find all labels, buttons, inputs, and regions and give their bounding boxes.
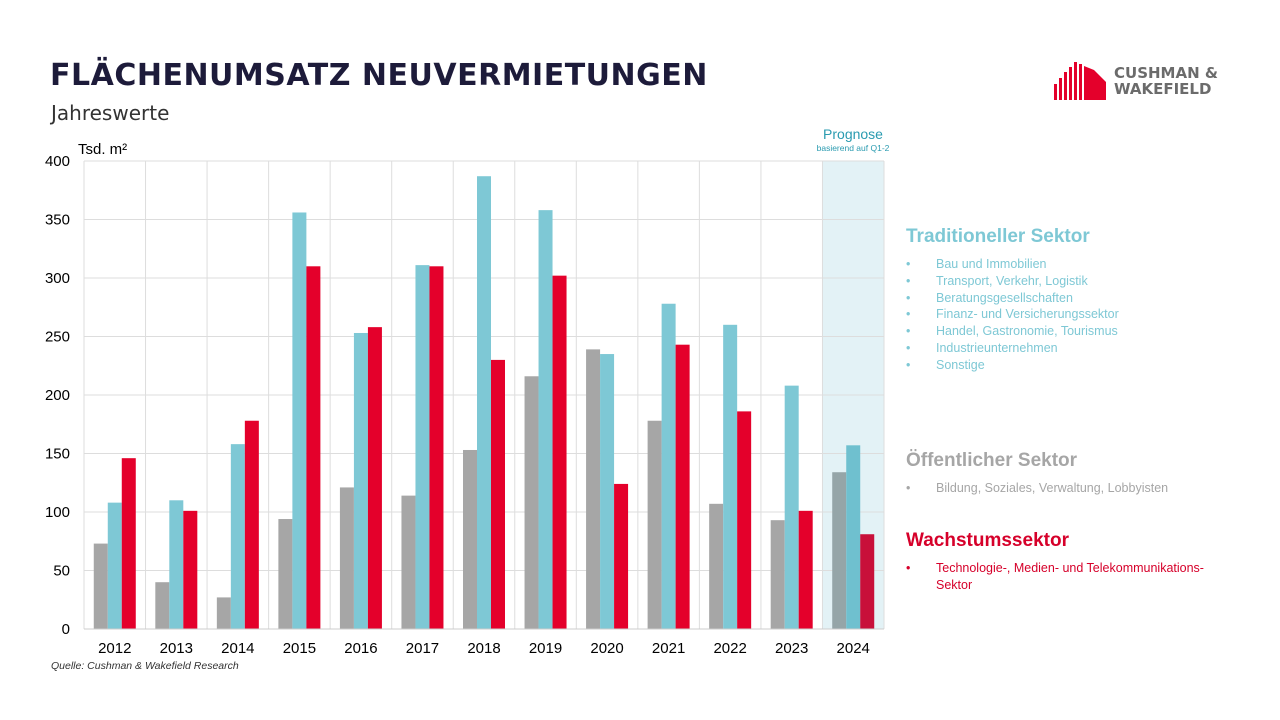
bar-growth <box>306 266 321 629</box>
y-tick-label: 200 <box>45 387 70 404</box>
logo-line-1: CUSHMAN & <box>1114 64 1218 82</box>
forecast-label: Prognose <box>823 126 883 142</box>
legend-item: Bau und Immobilien <box>906 256 1256 273</box>
bar-public <box>524 376 539 629</box>
bar-growth <box>798 510 813 629</box>
bar-public <box>339 487 354 629</box>
legend-public-title: Öffentlicher Sektor <box>906 450 1078 471</box>
x-tick-label: 2015 <box>283 640 316 657</box>
bar-growth <box>675 344 690 629</box>
y-tick-label: 50 <box>53 563 70 580</box>
x-tick-label: 2013 <box>160 640 193 657</box>
bar-traditional <box>538 210 553 629</box>
y-tick-label: 0 <box>62 621 70 638</box>
bar-traditional <box>661 303 676 629</box>
bar-growth <box>860 534 875 629</box>
bar-growth <box>429 266 444 629</box>
bar-public <box>647 420 662 629</box>
x-tick-label: 2017 <box>406 640 439 657</box>
legend-growth-title: Wachstumssektor <box>906 530 1069 551</box>
bar-growth <box>183 510 198 629</box>
legend-growth-list: Technologie-, Medien- und Telekommunikat… <box>906 560 1236 594</box>
company-logo: CUSHMAN & WAKEFIELD <box>1054 62 1218 100</box>
x-tick-label: 2024 <box>837 640 870 657</box>
legend-item: Finanz- und Versicherungssektor <box>906 306 1256 323</box>
legend-growth-sector: Wachstumssektor Technologie-, Medien- un… <box>906 530 1256 594</box>
legend-traditional-sector: Traditioneller Sektor Bau und Immobilien… <box>906 226 1256 374</box>
bar-growth <box>244 420 259 629</box>
logo-line-2: WAKEFIELD <box>1114 80 1212 98</box>
bar-growth <box>614 483 629 629</box>
page-subtitle: Jahreswerte <box>51 101 170 125</box>
bar-traditional <box>723 324 738 629</box>
x-tick-label: 2016 <box>344 640 377 657</box>
legend-traditional-list: Bau und ImmobilienTransport, Verkehr, Lo… <box>906 256 1256 374</box>
legend-item: Sonstige <box>906 357 1256 374</box>
x-tick-label: 2023 <box>775 640 808 657</box>
legend-public-list: Bildung, Soziales, Verwaltung, Lobbyiste… <box>906 480 1256 497</box>
bar-growth <box>737 411 752 629</box>
bar-traditional <box>600 354 615 629</box>
bar-traditional <box>477 176 491 629</box>
legend-public-sector: Öffentlicher Sektor Bildung, Soziales, V… <box>906 450 1256 497</box>
legend-item: Bildung, Soziales, Verwaltung, Lobbyiste… <box>906 480 1256 497</box>
legend-item: Beratungsgesellschaften <box>906 290 1256 307</box>
bar-public <box>155 582 170 629</box>
bar-growth <box>491 359 505 629</box>
x-tick-label: 2020 <box>590 640 623 657</box>
bar-public <box>216 597 231 629</box>
bar-public <box>709 503 724 629</box>
x-tick-label: 2021 <box>652 640 685 657</box>
y-tick-label: 250 <box>45 329 70 346</box>
legend-item: Technologie-, Medien- und Telekommunikat… <box>906 560 1236 594</box>
building-bars-icon <box>1054 62 1106 100</box>
bar-public <box>278 519 293 629</box>
legend-item: Industrieunternehmen <box>906 340 1256 357</box>
bar-traditional <box>292 212 307 630</box>
x-tick-label: 2012 <box>98 640 131 657</box>
y-tick-label: 350 <box>45 212 70 229</box>
bar-public <box>401 495 416 629</box>
bar-traditional <box>415 265 430 629</box>
source-note: Quelle: Cushman & Wakefield Research <box>51 660 239 672</box>
legend-item: Handel, Gastronomie, Tourismus <box>906 323 1256 340</box>
bar-public <box>586 349 601 629</box>
legend-traditional-title: Traditioneller Sektor <box>906 226 1090 247</box>
bar-growth <box>552 275 567 629</box>
bar-public <box>463 449 477 629</box>
y-tick-label: 300 <box>45 270 70 287</box>
forecast-annotation: Prognose basierend auf Q1-2 <box>798 126 908 153</box>
forecast-sublabel: basierend auf Q1-2 <box>816 143 890 153</box>
bar-traditional <box>107 502 122 629</box>
bar-growth <box>367 327 382 629</box>
bar-public <box>832 472 847 629</box>
x-tick-label: 2014 <box>221 640 254 657</box>
bar-public <box>93 543 108 629</box>
bar-growth <box>121 458 136 629</box>
x-tick-label: 2019 <box>529 640 562 657</box>
bar-public <box>770 520 785 629</box>
x-tick-label: 2022 <box>713 640 746 657</box>
page-title: FLÄCHENUMSATZ NEUVERMIETUNGEN <box>50 58 708 93</box>
y-tick-label: 150 <box>45 446 70 463</box>
x-tick-label: 2018 <box>467 640 500 657</box>
bar-traditional <box>784 385 799 629</box>
y-axis-unit: Tsd. m² <box>78 141 128 158</box>
y-tick-label: 400 <box>45 153 70 170</box>
legend-item: Transport, Verkehr, Logistik <box>906 273 1256 290</box>
bar-traditional <box>846 445 861 629</box>
bar-traditional <box>353 332 368 629</box>
y-tick-label: 100 <box>45 504 70 521</box>
bar-traditional <box>169 500 184 629</box>
bar-traditional <box>230 444 245 629</box>
